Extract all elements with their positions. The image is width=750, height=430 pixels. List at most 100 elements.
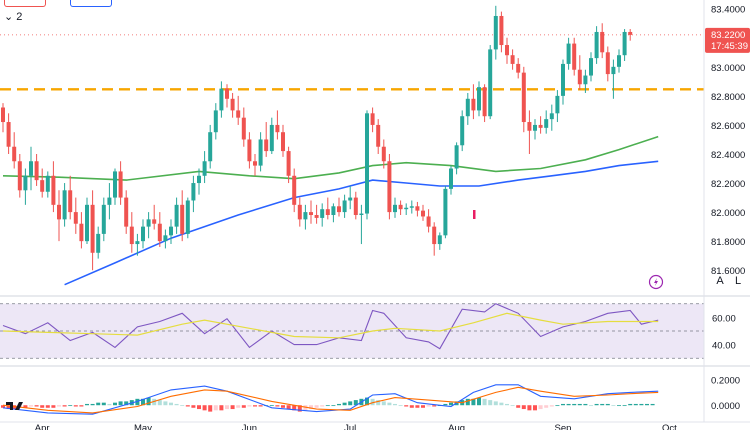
- legend-toggle-blue[interactable]: [70, 0, 112, 7]
- time-tick-label: Jun: [242, 423, 257, 430]
- candle-body: [191, 183, 196, 201]
- macd-histogram-bar: [113, 402, 117, 406]
- auto-scale-button[interactable]: A: [716, 275, 724, 287]
- macd-histogram-bar: [600, 403, 605, 406]
- indicator-collapse-button[interactable]: ⌄ 2: [4, 10, 22, 24]
- candle-body: [264, 139, 269, 152]
- candle-body: [370, 113, 375, 125]
- candle-body: [45, 175, 50, 192]
- price-tick-label: 83.4000: [711, 5, 745, 16]
- price-tick-label: 81.6000: [711, 266, 745, 277]
- macd-histogram-bar: [387, 402, 392, 406]
- rsi-band-fill: [0, 303, 704, 359]
- macd-histogram-bar: [398, 405, 403, 407]
- macd-histogram-bar: [303, 405, 308, 411]
- macd-histogram-bar: [101, 402, 106, 406]
- legend-toggle-red[interactable]: [4, 0, 46, 7]
- candle-body: [600, 31, 605, 53]
- macd-signal-line: [2, 386, 659, 414]
- macd-histogram-bar: [90, 403, 95, 406]
- macd-histogram-bar: [225, 405, 229, 410]
- macd-histogram-bar: [533, 405, 537, 411]
- candle-body: [387, 161, 392, 213]
- macd-histogram-bar: [365, 397, 369, 406]
- macd-histogram-bar: [202, 405, 207, 411]
- macd-histogram-bar: [62, 405, 67, 407]
- candle-body: [404, 207, 409, 210]
- candle-body: [180, 204, 185, 234]
- candle-body: [101, 204, 106, 234]
- macd-histogram-bar: [157, 400, 162, 406]
- macd-histogram-bar: [555, 405, 560, 407]
- macd-histogram-bar: [51, 405, 56, 408]
- macd-histogram-bar: [253, 405, 257, 407]
- candle-body: [538, 124, 543, 128]
- macd-histogram-bar: [639, 403, 644, 406]
- macd-histogram-bar: [393, 403, 397, 406]
- macd-histogram-bar: [163, 401, 168, 406]
- macd-histogram-bar: [152, 398, 157, 406]
- rsi-ma-line: [2, 312, 659, 339]
- candle-body: [561, 63, 565, 96]
- candle-body: [219, 88, 224, 111]
- candle-body: [197, 175, 201, 184]
- candle-body: [286, 151, 291, 176]
- macd-histogram-bar: [633, 403, 638, 406]
- macd-histogram-bar: [1, 405, 5, 408]
- macd-histogram-bar: [107, 403, 112, 406]
- macd-histogram-bar: [191, 405, 196, 408]
- candle-body: [320, 209, 325, 218]
- macd-histogram-bar: [589, 405, 593, 407]
- countdown-label: 17:45:39: [711, 41, 748, 52]
- candle-body: [174, 204, 179, 227]
- candle-body: [555, 95, 560, 114]
- candle-body: [230, 98, 235, 111]
- macd-histogram-bar: [219, 405, 224, 411]
- macd-histogram-bar: [611, 405, 616, 407]
- macd-histogram-bar: [45, 405, 50, 408]
- macd-histogram-bar: [118, 401, 123, 406]
- rsi-tick-label: 40.00: [712, 341, 736, 352]
- candle-body: [314, 215, 319, 218]
- price-tick-label: 82.6000: [711, 121, 745, 132]
- macd-histogram-bar: [40, 405, 45, 408]
- tradingview-logo: [6, 402, 23, 410]
- candle-body: [426, 216, 431, 227]
- candle-body: [152, 219, 157, 224]
- candle-body: [505, 45, 509, 56]
- log-scale-button[interactable]: L: [734, 275, 742, 287]
- macd-histogram-bar: [499, 402, 504, 406]
- macd-histogram-bar: [404, 405, 409, 407]
- candle-body: [17, 161, 22, 191]
- candle-body: [365, 113, 369, 214]
- candle-body: [62, 190, 67, 220]
- macd-histogram-bar: [650, 403, 655, 406]
- candle-body: [185, 200, 190, 234]
- macd-histogram-bar: [622, 405, 627, 407]
- candle-body: [493, 15, 498, 50]
- macd-histogram-bar: [477, 397, 481, 406]
- candle-body: [421, 210, 425, 217]
- candle-body: [141, 226, 145, 242]
- macd-line: [2, 384, 659, 415]
- candle-body: [527, 122, 532, 131]
- rsi-tick-label: 60.00: [712, 313, 736, 324]
- macd-histogram-bar: [566, 403, 571, 406]
- macd-histogram-bar: [180, 405, 185, 407]
- macd-histogram-bar: [292, 405, 297, 411]
- candle-body: [432, 226, 437, 245]
- macd-histogram-bar: [449, 402, 453, 406]
- macd-histogram-bar: [482, 398, 487, 406]
- macd-panel: [0, 365, 750, 415]
- price-tick-label: 83.0000: [711, 63, 745, 74]
- candle-body: [359, 213, 364, 216]
- candle-body: [68, 190, 73, 213]
- candle-body: [465, 98, 470, 117]
- macd-histogram-bar: [12, 405, 17, 410]
- candle-body: [583, 75, 588, 85]
- macd-histogram-bar: [381, 401, 386, 406]
- candle-body: [208, 132, 213, 162]
- candle-body: [521, 72, 526, 123]
